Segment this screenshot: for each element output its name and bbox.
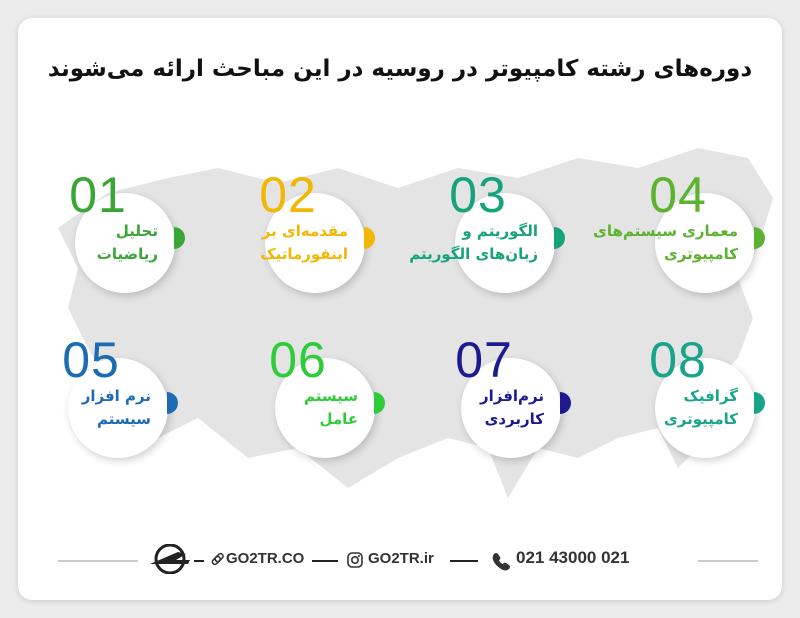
item-tab [754,392,765,414]
item-label: گرافیک [683,387,739,405]
item-circle [455,193,555,293]
title: دوره‌های رشته کامپیوتر در روسیه در این م… [47,56,753,82]
item-number: 05 [62,332,120,388]
item-circle [655,193,755,293]
map-shape [58,148,773,498]
item-tab [167,392,178,414]
phone-icon [492,553,510,571]
item-label: ریاضیات [96,245,158,263]
item-label: تحلیل [115,222,158,240]
item-circle [275,358,375,458]
item-label: کاربردی [484,410,544,428]
item-label: اینفورماتیک [260,245,348,263]
item-number: 02 [259,167,317,223]
item-label: سیستم [96,410,151,428]
item-tab [560,392,571,414]
item-circle [655,358,755,458]
item-tab [364,227,375,249]
item-label: مقدمه‌ای بر [261,222,348,240]
footer: GO2TR.CO GO2TR.ir 021 43000 021 [18,544,782,574]
item-circle [461,358,561,458]
item-label: نرم‌افزار [479,387,544,405]
item-tab [174,227,185,249]
item-number: 08 [649,332,707,388]
item-circle [75,193,175,293]
item-circle [265,193,365,293]
item-tab [754,227,765,249]
item-number: 04 [649,167,707,223]
footer-graphics [58,544,758,574]
item-number: 03 [449,167,507,223]
item-label: سیستم [303,387,358,405]
item-label: زبان‌های الگوریتم [409,245,538,263]
website: GO2TR.CO [226,550,305,567]
instagram-icon [347,552,363,568]
item-number: 06 [269,332,327,388]
item-number: 07 [455,332,513,388]
item-label: کامپیوتری [663,245,738,263]
item-label: نرم افزار [81,387,151,405]
item-number: 01 [69,167,127,223]
link-icon [211,552,224,566]
item-label: الگوریتم و [462,222,538,240]
item-label: عامل [319,410,358,428]
item-tab [374,392,385,414]
item-label: کامپیوتری [663,410,738,428]
item-circle [68,358,168,458]
instagram: GO2TR.ir [368,550,434,567]
logo [150,544,190,574]
item-label: معماری سیستم‌های [593,222,738,240]
map-silhouette [58,148,773,498]
card: دوره‌های رشته کامپیوتر در روسیه در این م… [18,18,782,600]
phone: 021 43000 021 [516,548,630,567]
item-tab [554,227,565,249]
